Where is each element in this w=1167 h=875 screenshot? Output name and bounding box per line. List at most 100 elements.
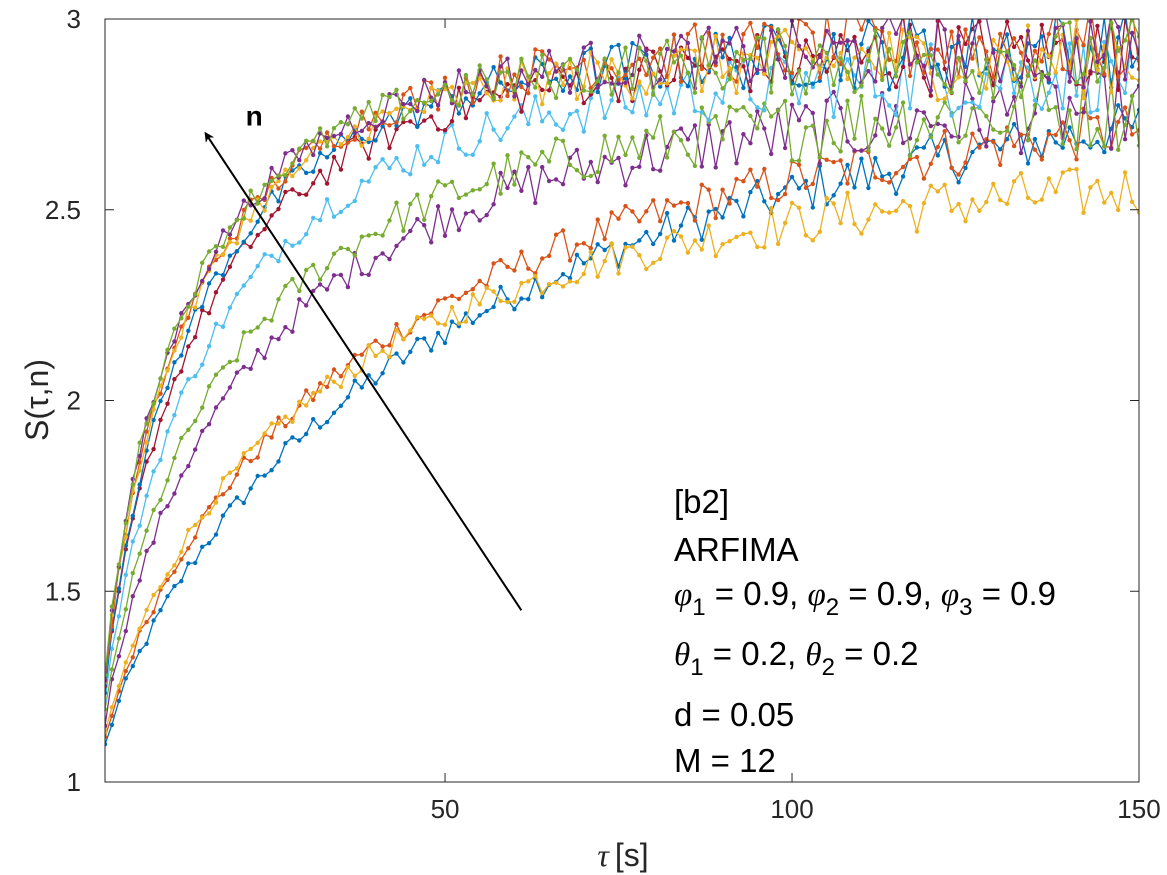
series-1-point <box>144 641 149 646</box>
series-5-point <box>234 358 240 363</box>
series-4-point <box>234 370 240 375</box>
series-3-point <box>429 313 434 318</box>
series-10-point <box>734 90 739 96</box>
series-9-point <box>970 56 975 61</box>
series-3-point <box>616 271 621 276</box>
series-5-point <box>540 149 545 155</box>
series-5-point <box>449 179 455 184</box>
series-12-point <box>123 521 128 526</box>
annotation-box: [b2] ARFIMA φ1 = 0.9, φ2 = 0.9, φ3 = 0.9… <box>674 483 1056 779</box>
series-3-point <box>290 419 295 424</box>
series-6-point <box>609 98 614 103</box>
series-3-point <box>1129 199 1135 204</box>
series-6-point <box>304 232 309 237</box>
series-10-point <box>366 136 371 141</box>
series-3-point <box>463 319 469 324</box>
series-3-point <box>1046 176 1052 181</box>
series-11-point <box>567 90 573 95</box>
series-9-point <box>505 93 510 99</box>
series-5-point <box>512 182 517 187</box>
series-6-point <box>172 413 177 418</box>
x-tick-label: 100 <box>770 794 813 824</box>
series-3-point <box>373 353 378 359</box>
series-12-point <box>297 146 302 151</box>
series-7-point <box>921 75 927 80</box>
series-6-point <box>560 127 566 132</box>
series-6-point <box>748 97 753 102</box>
series-5-point <box>831 140 836 146</box>
series-10-point <box>658 81 663 86</box>
series-1-point <box>193 560 198 566</box>
series-7-point <box>727 56 732 62</box>
series-4-point <box>442 233 448 238</box>
series-1-point <box>449 319 455 324</box>
series-3-point <box>956 201 961 207</box>
series-7-point <box>463 115 469 121</box>
series-4-point <box>1074 111 1079 116</box>
series-2-point <box>505 264 510 269</box>
series-12-point <box>553 95 559 101</box>
series-8-point <box>394 123 399 128</box>
series-10-point <box>914 34 920 40</box>
series-9-point <box>831 54 836 59</box>
series-3-point <box>387 354 392 359</box>
series-12-point <box>1129 19 1135 22</box>
series-1-point <box>935 153 940 158</box>
series-2-point <box>671 203 677 208</box>
series-4-point <box>415 216 420 222</box>
series-8-point <box>186 328 191 333</box>
series-10-point <box>311 145 316 151</box>
series-9-point <box>616 78 621 83</box>
series-12-point <box>880 77 885 83</box>
series-2-point <box>928 161 933 166</box>
series-9-point <box>345 140 351 145</box>
series-10-point <box>1129 75 1135 80</box>
series-6-point <box>602 115 607 121</box>
series-3-point <box>887 210 892 215</box>
series-6-point <box>179 390 184 395</box>
series-5-point <box>172 455 177 461</box>
series-10-point <box>484 91 489 96</box>
series-3-point <box>262 431 267 436</box>
series-11-point <box>137 453 142 459</box>
phi-2-value: 0.9 <box>877 575 923 612</box>
series-12-point <box>560 63 566 68</box>
series-8-point <box>311 169 316 174</box>
series-7-point <box>255 232 260 238</box>
series-5-point <box>769 114 774 119</box>
series-5-point <box>105 707 108 712</box>
series-10-point <box>262 208 267 213</box>
series-4-point <box>512 169 517 174</box>
series-1-point <box>699 237 704 242</box>
series-10-point <box>380 109 385 114</box>
series-8-point <box>685 84 691 89</box>
series-11-point <box>206 266 212 272</box>
series-7-point <box>394 126 399 132</box>
series-11-point <box>269 165 274 171</box>
series-10-point <box>1109 90 1114 95</box>
series-5-point <box>782 98 788 104</box>
series-1-point <box>1116 103 1121 108</box>
series-12-point <box>630 86 635 92</box>
series-6-point <box>706 117 711 123</box>
series-5-point <box>928 134 933 140</box>
series-1-point <box>713 206 718 212</box>
series-3-point <box>206 511 212 516</box>
series-12-point <box>290 161 295 166</box>
series-1-point <box>422 336 427 341</box>
series-5-point <box>373 231 378 237</box>
series-2-point <box>276 415 281 420</box>
series-1-point <box>213 532 219 537</box>
series-2-point <box>373 338 378 343</box>
series-1-point <box>255 473 260 479</box>
series-5-line <box>105 77 1139 710</box>
series-6-point <box>317 218 323 223</box>
series-12-point <box>782 43 788 49</box>
series-4-point <box>970 96 975 102</box>
series-3-point <box>220 476 226 481</box>
series-9-point <box>942 59 947 65</box>
series-10-point <box>859 46 864 52</box>
series-4-point <box>887 131 892 137</box>
series-2-point <box>255 455 260 460</box>
series-3-point <box>907 203 913 209</box>
